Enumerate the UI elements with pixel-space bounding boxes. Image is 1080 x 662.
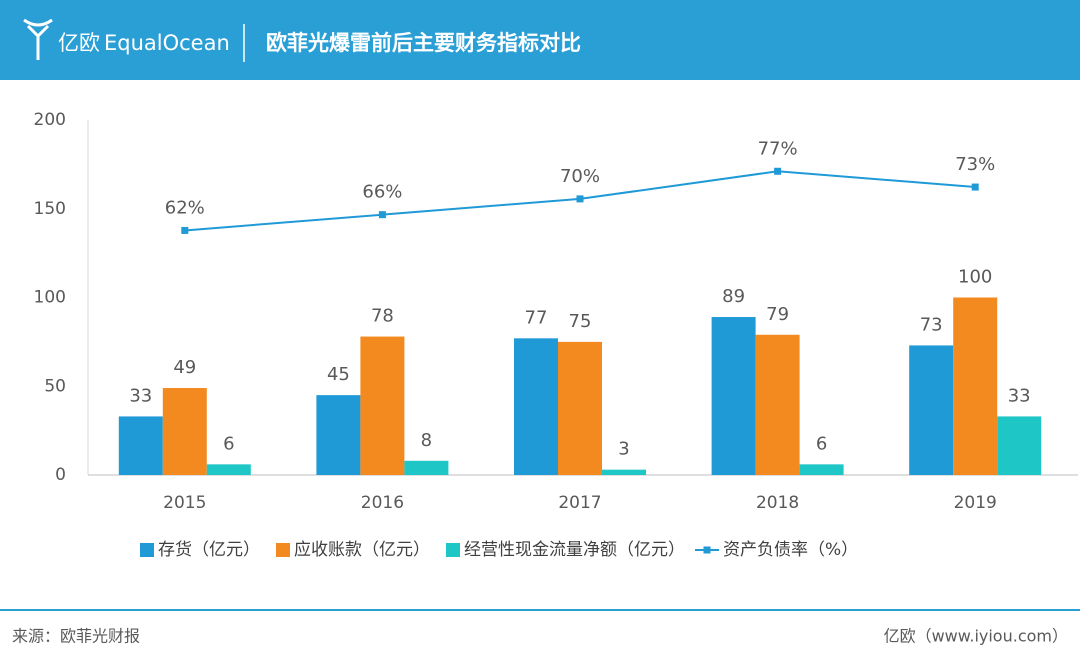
- bar: [799, 464, 844, 475]
- bar: [997, 416, 1042, 475]
- data-label: 77%: [758, 138, 798, 159]
- legend-label: 经营性现金流量净额（亿元）: [464, 540, 685, 560]
- bar: [404, 460, 449, 475]
- footer-credit: 亿欧（www.iyiou.com）: [884, 627, 1068, 646]
- bar: [206, 464, 251, 475]
- bar: [953, 297, 998, 475]
- y-tick-label: 200: [34, 110, 66, 130]
- bar: [316, 395, 361, 475]
- line-marker: [181, 226, 189, 234]
- data-label: 77: [525, 307, 548, 328]
- line-marker: [378, 211, 386, 219]
- data-label: 89: [722, 286, 745, 307]
- x-tick-label: 2017: [558, 493, 601, 513]
- bar: [162, 388, 207, 475]
- bar: [755, 334, 800, 475]
- data-label: 45: [327, 364, 350, 385]
- bar: [360, 336, 405, 475]
- y-tick-label: 150: [34, 199, 66, 219]
- legend-marker: [140, 543, 154, 557]
- data-label: 49: [173, 357, 196, 378]
- bar: [909, 345, 954, 475]
- line-marker: [576, 195, 584, 203]
- legend-label: 资产负债率（%）: [723, 540, 858, 560]
- x-tick-label: 2019: [954, 493, 997, 513]
- line-marker: [774, 167, 782, 175]
- data-label: 33: [129, 385, 152, 406]
- bar: [118, 416, 163, 475]
- data-label: 62%: [165, 197, 205, 218]
- legend-label: 存货（亿元）: [158, 540, 260, 560]
- logo-en: EqualOcean: [104, 31, 230, 55]
- y-tick-label: 100: [34, 288, 66, 308]
- footer-source: 来源：欧菲光财报: [12, 627, 140, 646]
- data-label: 75: [569, 311, 592, 332]
- legend-marker: [703, 546, 711, 554]
- legend-label: 应收账款（亿元）: [294, 540, 430, 560]
- bar: [514, 338, 558, 475]
- data-label: 70%: [560, 166, 600, 187]
- data-label: 33: [1008, 385, 1031, 406]
- data-label: 79: [766, 304, 789, 325]
- header-title: 欧菲光爆雷前后主要财务指标对比: [266, 31, 581, 55]
- bar: [711, 317, 756, 475]
- data-label: 73: [920, 314, 943, 335]
- x-tick-label: 2015: [163, 493, 206, 513]
- line-marker: [971, 183, 979, 191]
- x-tick-label: 2018: [756, 493, 799, 513]
- data-label: 6: [223, 433, 234, 454]
- logo-icon: [23, 18, 53, 60]
- y-tick-label: 50: [44, 376, 66, 396]
- data-label: 8: [421, 430, 432, 451]
- legend-marker: [446, 543, 460, 557]
- data-label: 66%: [362, 182, 402, 203]
- y-tick-label: 0: [55, 465, 66, 485]
- bar: [602, 469, 646, 475]
- data-label: 73%: [955, 154, 995, 175]
- data-label: 6: [816, 433, 827, 454]
- data-label: 3: [618, 439, 629, 460]
- data-label: 78: [371, 306, 394, 327]
- logo-cn: 亿欧: [58, 31, 100, 55]
- bar: [558, 341, 602, 475]
- legend-marker: [276, 543, 290, 557]
- data-label: 100: [958, 267, 992, 288]
- header-bar: [0, 0, 1080, 80]
- x-tick-label: 2016: [361, 493, 404, 513]
